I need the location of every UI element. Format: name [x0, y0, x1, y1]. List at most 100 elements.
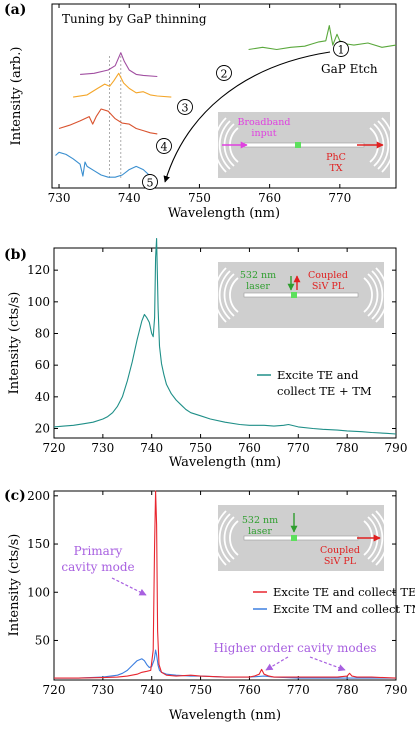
panel-c-xtick-label: 720 [43, 683, 66, 697]
step-marker-3: 3 [177, 99, 193, 115]
higher-modes-label: Higher order cavity modes [213, 641, 376, 655]
panel-a-x-ticks: 730 740 750 760 770 [48, 4, 351, 205]
panel-b-ytick-label: 120 [27, 263, 50, 277]
panel-a-ylabel: Intensity (arb.) [9, 47, 24, 146]
panel-b-xlabel: Wavelength (nm) [169, 455, 281, 470]
svg-text:Coupled: Coupled [308, 270, 348, 281]
device-inset-c: 532 nm laser Coupled SiV PL [213, 505, 389, 571]
panel-a-series [55, 25, 397, 180]
svg-text:3: 3 [182, 102, 189, 115]
primary-mode-arrow [111, 577, 147, 596]
panel-b-xtick-label: 770 [287, 441, 310, 455]
panel-b-xtick-label: 750 [189, 441, 212, 455]
svg-text:2: 2 [221, 68, 228, 81]
series-step-5 [55, 151, 158, 180]
panel-b-ticks: 720 730 740 750 760 770 780 790 20 40 60 80 100 120 [27, 248, 407, 455]
panel-c-legend: Excite TE and collect TE Excite TM and c… [253, 585, 415, 616]
panel-b-legend: Excite TE and collect TE + TM [257, 368, 372, 398]
series-step-4 [58, 108, 158, 135]
legend-label-te-tm-line2: collect TE + TM [277, 384, 372, 398]
panel-a-title: Tuning by GaP thinning [62, 12, 207, 26]
panel-c-xtick-label: 760 [238, 683, 261, 697]
panel-b: (b) 720 730 740 750 760 770 780 790 20 40 60 80 100 1… [4, 237, 407, 470]
panel-c-ytick-label: 100 [27, 585, 50, 599]
svg-text:SiV PL: SiV PL [312, 281, 345, 292]
svg-text:PhC: PhC [326, 152, 346, 163]
primary-mode-label-1: Primary [74, 544, 123, 558]
panel-b-ylabel: Intensity (cts/s) [7, 292, 22, 395]
panel-b-xtick-label: 790 [385, 441, 408, 455]
step-marker-5: 5 [142, 174, 158, 190]
svg-text:TX: TX [329, 163, 342, 174]
panel-b-series [53, 237, 397, 435]
higher-modes-arrow-right [309, 656, 346, 672]
series-step-1 [248, 25, 397, 51]
svg-text:4: 4 [161, 141, 168, 154]
panel-b-xtick-label: 780 [336, 441, 359, 455]
panel-a-label: (a) [4, 2, 26, 18]
panel-c-ytick-label: 50 [35, 633, 50, 647]
series-step-2 [80, 52, 158, 78]
step-marker-1: 1 [333, 41, 349, 57]
svg-text:input: input [251, 128, 276, 139]
panel-c-xtick-label: 750 [189, 683, 212, 697]
device-inset-a: Broadband input PhC TX [213, 112, 395, 178]
svg-text:1: 1 [338, 44, 345, 57]
panel-a-xlabel: Wavelength (nm) [168, 206, 280, 221]
panel-c-ylabel: Intensity (cts/s) [7, 534, 22, 637]
panel-c-xlabel: Wavelength (nm) [169, 708, 281, 723]
svg-text:5: 5 [147, 177, 154, 190]
panel-c-frame [53, 490, 397, 681]
panel-c-xtick-label: 740 [140, 683, 163, 697]
svg-text:laser: laser [248, 526, 272, 537]
panel-b-xtick-label: 740 [140, 441, 163, 455]
svg-text:SiV PL: SiV PL [324, 556, 357, 567]
panel-b-ytick-label: 80 [35, 327, 50, 341]
legend-label-te: Excite TE and collect TE [273, 585, 415, 599]
panel-b-ytick-label: 20 [35, 422, 50, 436]
svg-text:laser: laser [246, 281, 270, 292]
step-marker-4: 4 [156, 138, 172, 154]
legend-label-te-tm-line1: Excite TE and [277, 368, 359, 382]
tuning-arrow [163, 51, 331, 183]
panel-c-xtick-label: 730 [91, 683, 114, 697]
panel-a-xtick-label: 750 [188, 191, 211, 205]
panel-c: (c) 720 730 740 750 760 770 780 79050100150200 … [4, 488, 415, 723]
panel-b-label: (b) [4, 247, 27, 263]
panel-b-xtick-label: 760 [238, 441, 261, 455]
panel-b-ytick-label: 60 [35, 358, 50, 372]
panel-c-ytick-label: 150 [27, 537, 50, 551]
panel-c-series [54, 490, 397, 679]
panel-a: (a) Tuning by GaP thinning 730 740 750 760 7… [4, 2, 397, 221]
svg-text:532 nm: 532 nm [240, 270, 276, 281]
series-te [54, 490, 397, 679]
device-inset-b: 532 nm laser Coupled SiV PL [213, 262, 389, 328]
panel-a-xtick-label: 770 [328, 191, 351, 205]
svg-text:532 nm: 532 nm [242, 515, 278, 526]
higher-modes-arrow-left [265, 656, 289, 671]
panel-a-xtick-label: 740 [118, 191, 141, 205]
svg-text:Coupled: Coupled [320, 545, 360, 556]
series-step-3 [73, 72, 172, 98]
panel-b-ytick-label: 100 [27, 295, 50, 309]
panel-c-xtick-label: 790 [385, 683, 408, 697]
primary-mode-label-2: cavity mode [61, 560, 134, 574]
panel-b-ytick-label: 40 [35, 390, 50, 404]
legend-label-tm: Excite TM and collect TM [273, 602, 415, 616]
panel-c-xtick-label: 780 [336, 683, 359, 697]
panel-b-xtick-label: 730 [91, 441, 114, 455]
panel-c-xtick-label: 770 [287, 683, 310, 697]
panel-c-ytick-label: 200 [27, 489, 50, 503]
panel-c-ticks: 720 730 740 750 760 770 780 790 50 100 150 200 [27, 489, 407, 697]
panel-a-xtick-label: 730 [48, 191, 71, 205]
panel-a-frame [51, 3, 397, 189]
gap-etch-label: GaP Etch [321, 62, 378, 76]
panel-c-label: (c) [4, 488, 26, 504]
panel-b-frame [53, 247, 397, 439]
step-marker-2: 2 [216, 65, 232, 81]
panel-b-xtick-label: 720 [43, 441, 66, 455]
panel-a-xtick-label: 760 [258, 191, 281, 205]
svg-text:Broadband: Broadband [238, 117, 291, 128]
series-te-tm [53, 237, 397, 435]
